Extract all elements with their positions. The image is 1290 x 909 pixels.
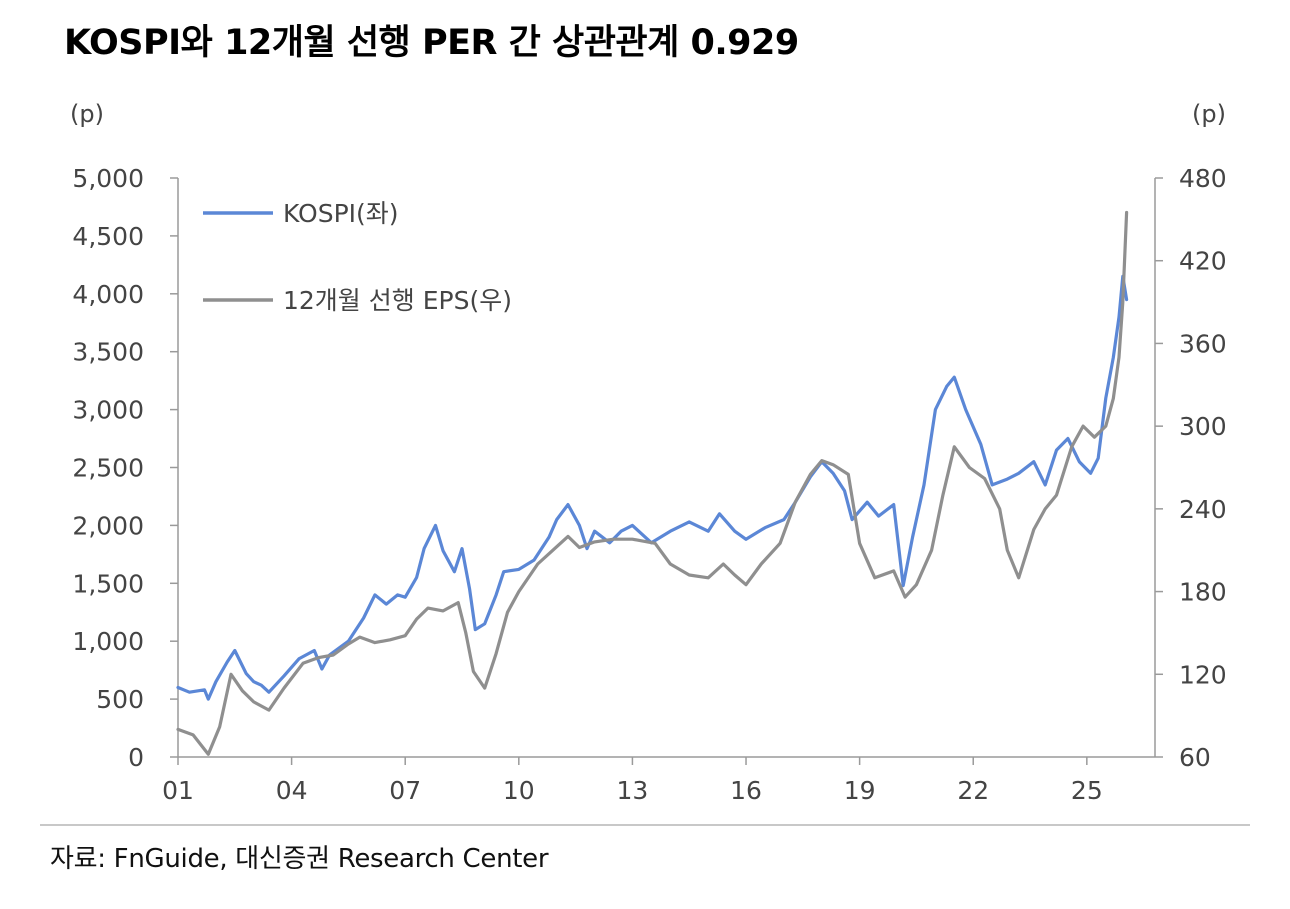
y-left-tick-label: 5,000 (72, 164, 144, 193)
kospi-line (176, 274, 1129, 701)
x-tick-label: 01 (162, 776, 194, 805)
y-right-tick-label: 120 (1179, 660, 1227, 689)
y-right-tick-label: 480 (1179, 164, 1227, 193)
y-right-tick-label: 60 (1179, 743, 1211, 772)
y-left-tick-label: 2,000 (72, 511, 144, 540)
y-right-tick-label: 180 (1179, 578, 1227, 607)
legend-kospi-label: KOSPI(좌) (283, 199, 399, 228)
eps-line (176, 210, 1129, 756)
y-left-tick-label: 4,000 (72, 280, 144, 309)
x-tick-label: 10 (503, 776, 535, 805)
source-note: 자료: FnGuide, 대신증권 Research Center (50, 844, 549, 874)
left-axis-unit: (p) (70, 100, 104, 128)
y-right-tick-label: 420 (1179, 247, 1227, 276)
x-tick-label: 19 (844, 776, 876, 805)
y-left-tick-label: 1,500 (72, 569, 144, 598)
y-left-tick-label: 4,500 (72, 222, 144, 251)
chart-title: KOSPI와 12개월 선행 PER 간 상관관계 0.929 (64, 23, 799, 63)
y-left-tick-label: 0 (128, 743, 144, 772)
y-left-tick-label: 500 (96, 685, 144, 714)
x-tick-label: 22 (957, 776, 989, 805)
y-left-tick-label: 3,500 (72, 338, 144, 367)
y-right-tick-label: 240 (1179, 495, 1227, 524)
y-right-tick-label: 300 (1179, 412, 1227, 441)
x-tick-label: 13 (617, 776, 649, 805)
x-tick-label: 07 (389, 776, 421, 805)
y-right-tick-label: 360 (1179, 329, 1227, 358)
x-tick-label: 16 (730, 776, 762, 805)
right-axis-unit: (p) (1192, 100, 1226, 128)
footer-divider (40, 824, 1250, 826)
y-left-tick-label: 2,500 (72, 454, 144, 483)
x-tick-label: 25 (1071, 776, 1103, 805)
chart-canvas: 0 500 1,000 1,500 2,000 2,500 3,000 3,500 4,000 4… (72, 164, 1227, 805)
x-tick-label: 04 (276, 776, 308, 805)
legend-eps-label: 12개월 선행 EPS(우) (283, 286, 512, 315)
y-left-tick-label: 3,000 (72, 396, 144, 425)
y-left-tick-label: 1,000 (72, 627, 144, 656)
